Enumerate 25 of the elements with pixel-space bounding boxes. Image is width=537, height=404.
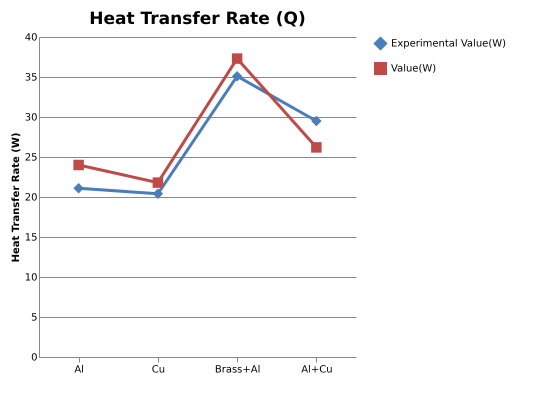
x-tick-label: Al+Cu (301, 364, 333, 376)
chart-title: Heat Transfer Rate (Q) (89, 9, 306, 29)
y-axis-title: Heat Transfer Rate (W) (10, 132, 22, 262)
y-tick-label: 35 (24, 72, 38, 84)
point (232, 70, 242, 82)
point (73, 182, 84, 194)
legend-label: Experimental Value(W) (391, 38, 506, 50)
x-tick-label: Al (74, 364, 84, 376)
point (152, 177, 164, 188)
y-tick-label: 40 (24, 32, 38, 44)
y-tick-label: 25 (24, 152, 38, 164)
point (152, 188, 164, 200)
legend-label: Value(W) (391, 64, 436, 74)
y-tick-label: 30 (24, 112, 38, 124)
point (311, 142, 322, 153)
y-tick-label: 10 (24, 272, 38, 284)
point (73, 160, 84, 170)
point (311, 116, 322, 126)
y-tick-label: 0 (31, 352, 38, 364)
x-tick-label: Cu (152, 364, 166, 376)
point (232, 53, 242, 64)
y-tick-label: 5 (31, 312, 38, 324)
y-tick-label: 20 (24, 192, 38, 204)
x-tick-label: Brass+Al (214, 364, 260, 376)
y-tick-label: 15 (24, 232, 38, 244)
